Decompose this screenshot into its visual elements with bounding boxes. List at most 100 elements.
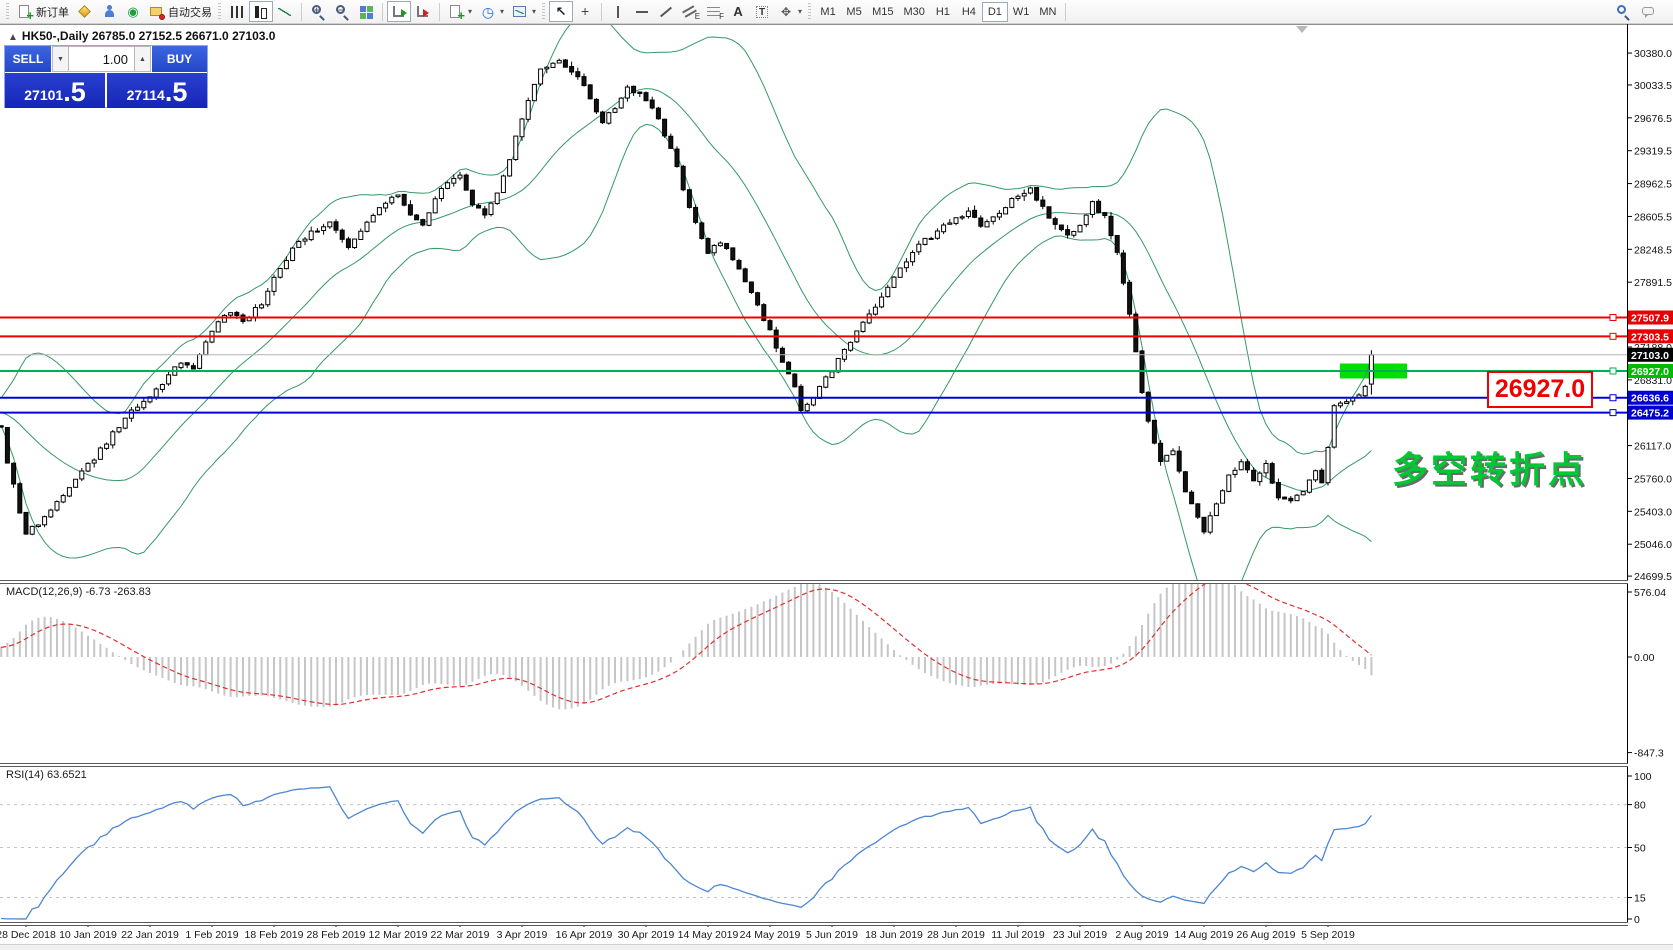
price-tick-label: 30033.5 [1634, 80, 1672, 92]
indicators-button[interactable]: + ▾ [444, 1, 476, 22]
one-click-trade-panel: SELL ▼ ▲ BUY 27101.5 27114.5 [4, 45, 208, 108]
date-tick-label: 1 Feb 2019 [185, 929, 238, 941]
tile-windows-button[interactable] [354, 1, 378, 22]
horizontal-line-icon [634, 4, 650, 20]
zoom-in-button[interactable]: + [306, 1, 330, 22]
timeframe-m1-button[interactable]: M1 [815, 2, 841, 22]
cursor-button[interactable]: ↖ [549, 1, 574, 22]
hline-handle[interactable] [1609, 409, 1617, 417]
new-order-button[interactable]: + 新订单 [13, 1, 73, 22]
text-button[interactable]: A [726, 1, 750, 22]
zoom-out-icon: − [336, 4, 345, 15]
line-chart-button[interactable] [273, 1, 297, 22]
horizontal-lines[interactable] [0, 314, 1627, 417]
date-tick-label: 24 May 2019 [740, 929, 801, 941]
rsi-pane-separator[interactable] [0, 763, 1628, 767]
arrows-button[interactable]: ✥ ▾ [774, 1, 806, 22]
date-tick-label: 26 Aug 2019 [1237, 929, 1296, 941]
date-tick-label: 3 Apr 2019 [497, 929, 548, 941]
signals-icon: ◉ [127, 3, 139, 19]
community-icon [101, 4, 117, 20]
hline-handle[interactable] [1609, 314, 1617, 322]
metaeditor-button[interactable] [73, 1, 97, 22]
macd-pane-separator[interactable] [0, 580, 1628, 584]
hline-handle[interactable] [1609, 394, 1617, 402]
buy-price[interactable]: 27114.5 [107, 73, 207, 108]
timeframe-m15-button[interactable]: M15 [867, 2, 898, 22]
vertical-line-icon [610, 4, 626, 20]
sell-button[interactable]: SELL [5, 46, 51, 72]
toolbar-grip[interactable] [542, 2, 546, 21]
timeframe-m5-button[interactable]: M5 [841, 2, 867, 22]
bar-chart-button[interactable] [225, 1, 249, 22]
rsi-line [1, 786, 1372, 920]
chat-icon[interactable] [1641, 4, 1657, 20]
periods-icon: ◷ [481, 3, 495, 20]
metaeditor-icon [77, 4, 93, 20]
templates-button[interactable]: ▾ [508, 1, 540, 22]
zoom-out-button[interactable]: − [330, 1, 354, 22]
chart-canvas[interactable]: 30380.0 30033.5 29676.5 29319.5 28962.5 28605… [0, 24, 1673, 950]
date-tick-label: 11 Jul 2019 [991, 929, 1045, 941]
price-tick-label: 27891.5 [1634, 277, 1672, 289]
price-tick-label: 28605.5 [1634, 211, 1672, 223]
chart-window[interactable]: 30380.0 30033.5 29676.5 29319.5 28962.5 28605… [0, 24, 1673, 950]
horizontal-line-button[interactable] [630, 1, 654, 22]
rsi-tick-label: 15 [1634, 893, 1646, 905]
vertical-line-button[interactable] [606, 1, 630, 22]
price-tick-label: 28962.5 [1634, 179, 1672, 191]
volume-decrease-button[interactable]: ▼ [52, 46, 69, 72]
hline-handle[interactable] [1609, 332, 1617, 340]
macd-tick-label: -847.3 [1634, 748, 1664, 760]
timeframe-w1-button[interactable]: W1 [1008, 2, 1035, 22]
volume-increase-button[interactable]: ▲ [134, 46, 151, 72]
chart-shift-button[interactable] [411, 1, 435, 22]
price-level-badge-text: 26636.6 [1631, 393, 1669, 405]
search-icon[interactable] [1615, 4, 1631, 20]
timeframe-m30-button[interactable]: M30 [898, 2, 929, 22]
toolbar-grip[interactable] [808, 2, 812, 21]
volume-input[interactable] [69, 46, 134, 72]
channel-button[interactable]: E [678, 1, 702, 22]
timeframe-mn-button[interactable]: MN [1034, 2, 1061, 22]
new-order-label: 新订单 [36, 6, 69, 19]
buy-button[interactable]: BUY [152, 46, 207, 72]
cursor-icon: ↖ [555, 3, 567, 19]
price-level-badge [1628, 405, 1673, 420]
toolbar-grip[interactable] [218, 2, 221, 21]
chart-title: ▲ HK50-,Daily 26785.0 27152.5 26671.0 271… [8, 29, 276, 43]
crosshair-button[interactable]: + [573, 1, 597, 22]
rsi-pane[interactable] [0, 786, 1627, 920]
fibonacci-button[interactable]: F [702, 1, 726, 22]
date-tick-label: 14 Aug 2019 [1175, 929, 1234, 941]
candlestick-chart-button[interactable] [249, 1, 273, 22]
trendline-button[interactable] [654, 1, 678, 22]
trendline-icon [658, 4, 674, 20]
auto-scroll-button[interactable] [387, 1, 411, 22]
price-callout-label[interactable]: 26927.0 [1487, 371, 1593, 408]
date-tick-label: 22 Mar 2019 [431, 929, 490, 941]
timeframe-d1-button[interactable]: D1 [981, 1, 1008, 22]
chart-bottom-border [0, 922, 1628, 926]
timeframe-h1-button[interactable]: H1 [930, 2, 956, 22]
signals-button[interactable]: ◉ [121, 1, 145, 22]
panel-collapse-icon[interactable]: ▲ [8, 32, 18, 43]
text-label-button[interactable]: T [750, 1, 774, 22]
periods-button[interactable]: ◷ ▾ [476, 1, 508, 22]
chart-shift-marker[interactable] [1296, 26, 1308, 33]
autotrading-button[interactable]: 自动交易 [145, 1, 216, 22]
macd-tick-label: 576.04 [1634, 587, 1666, 599]
text-icon: A [733, 3, 743, 19]
macd-indicator-label: MACD(12,26,9) -6.73 -263.83 [6, 586, 151, 598]
timeframe-h4-button[interactable]: H4 [956, 2, 982, 22]
turning-point-annotation[interactable]: 多空转折点 [1392, 449, 1588, 490]
macd-pane[interactable] [0, 566, 1373, 710]
hline-handle[interactable] [1609, 367, 1617, 375]
sell-price[interactable]: 27101.5 [5, 73, 105, 108]
date-tick-label: 28 Dec 2018 [0, 929, 56, 941]
toolbar-grip[interactable] [6, 2, 9, 21]
date-tick-label: 5 Jun 2019 [806, 929, 858, 941]
bar-chart-icon [229, 4, 245, 20]
community-button[interactable] [97, 1, 121, 22]
date-tick-label: 18 Jun 2019 [865, 929, 923, 941]
